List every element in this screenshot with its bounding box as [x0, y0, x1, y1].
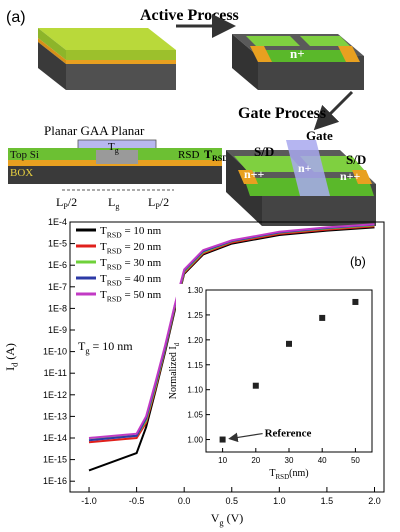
inset-point — [319, 314, 326, 321]
inset-point — [352, 298, 359, 305]
legend-entry: TRSD = 20 nm — [100, 241, 162, 255]
inset-x-tick-label: 10 — [218, 456, 227, 465]
npp-left-label: n++ — [244, 167, 265, 181]
y-tick-label: 1E-8 — [48, 303, 67, 313]
y-tick-label: 1E-15 — [43, 455, 67, 465]
panel-a-label: (a) — [6, 9, 26, 26]
n-plus-center-label: n+ — [298, 161, 312, 175]
y-tick-label: 1E-11 — [44, 368, 67, 378]
y-tick-label: 1E-5 — [48, 239, 67, 249]
y-tick-label: 1E-13 — [43, 411, 67, 421]
tg-note: Tg = 10 nm — [78, 339, 133, 356]
inset-y-tick-label: 1.15 — [187, 361, 203, 370]
legend-entry: TRSD = 50 nm — [100, 289, 162, 303]
lp-right-label: LP/2 — [148, 195, 169, 211]
inset-background — [176, 284, 380, 478]
inset-y-axis-label: Normalized Id — [168, 342, 181, 399]
cross-section-header: Planar GAA Planar — [44, 123, 145, 138]
gate-label: Gate — [306, 128, 333, 143]
y-tick-label: 1E-9 — [48, 325, 67, 335]
cross-section: Planar GAA Planar Top Si BOX RSD TRSD Tg… — [8, 123, 228, 211]
y-tick-label: 1E-6 — [48, 260, 67, 270]
box-layer — [8, 166, 222, 184]
y-axis-label: Id (A) — [3, 343, 20, 371]
panel-b-label: (b) — [350, 254, 366, 269]
inset-x-tick-label: 40 — [318, 456, 327, 465]
lp-left-label: LP/2 — [56, 195, 77, 211]
inset-y-tick-label: 1.30 — [187, 286, 203, 295]
gate-process-arrow — [313, 90, 354, 131]
legend-entry: TRSD = 10 nm — [100, 225, 162, 239]
y-tick-label: 1E-12 — [43, 390, 67, 400]
box-label: BOX — [10, 167, 33, 179]
tg-label: Tg — [108, 141, 119, 155]
inset-y-tick-label: 1.00 — [187, 436, 203, 445]
inset-y-tick-label: 1.05 — [187, 411, 203, 420]
y-tick-label: 1E-16 — [43, 476, 67, 486]
active-process-label: Active Process — [140, 7, 239, 24]
x-tick-label: 0.0 — [178, 496, 191, 506]
inset-y-tick-label: 1.20 — [187, 336, 203, 345]
channel — [96, 150, 138, 164]
active-device: n+ — [232, 34, 364, 90]
legend-entry: TRSD = 40 nm — [100, 273, 162, 287]
inset-x-tick-label: 20 — [251, 456, 260, 465]
y-tick-label: 1E-14 — [43, 433, 67, 443]
gated-device: Gate S/D S/D n++ n+ n++ — [226, 128, 376, 226]
gate-process-label: Gate Process — [238, 105, 326, 122]
inset-point — [252, 382, 259, 389]
inset-point — [286, 340, 292, 347]
y-tick-label: 1E-4 — [48, 217, 67, 227]
reference-arrow — [228, 432, 263, 443]
y-tick-label: 1E-7 — [48, 282, 67, 292]
x-tick-label: 2.0 — [368, 496, 381, 506]
lg-label: Lg — [108, 195, 119, 211]
x-tick-label: 1.5 — [321, 496, 334, 506]
normalized-id-inset: 1.00 1.05 1.10 1.15 1.20 1.25 1.30 10 20 30 40 50 TR… — [168, 284, 380, 481]
legend-entry: TRSD = 30 nm — [100, 257, 162, 271]
rsd-label: RSD — [178, 149, 199, 161]
x-tick-label: -0.5 — [129, 496, 145, 506]
plot-frame — [69, 221, 385, 493]
x-tick-label: 1.0 — [273, 496, 286, 506]
npp-right-label: n++ — [340, 169, 361, 183]
inset-x-tick-label: 50 — [351, 456, 360, 465]
inset-x-tick-label: 30 — [285, 456, 294, 465]
top-si-label: Top Si — [10, 149, 39, 161]
wafer-block — [38, 28, 176, 90]
x-axis-label: Vg (V) — [211, 511, 244, 528]
n-plus-label: n+ — [290, 46, 305, 61]
inset-y-tick-label: 1.10 — [187, 386, 203, 395]
sd-right-label: S/D — [346, 152, 366, 167]
y-tick-label: 1E-10 — [43, 347, 67, 357]
sd-left-label: S/D — [254, 144, 274, 159]
inset-x-axis-label: TRSD(nm) — [269, 468, 308, 481]
x-tick-label: -1.0 — [81, 496, 97, 506]
inset-point — [219, 436, 226, 443]
x-tick-label: 0.5 — [225, 496, 238, 506]
trsd-label: TRSD — [204, 147, 228, 163]
reference-label: Reference — [265, 428, 312, 440]
inset-y-tick-label: 1.25 — [187, 311, 203, 320]
